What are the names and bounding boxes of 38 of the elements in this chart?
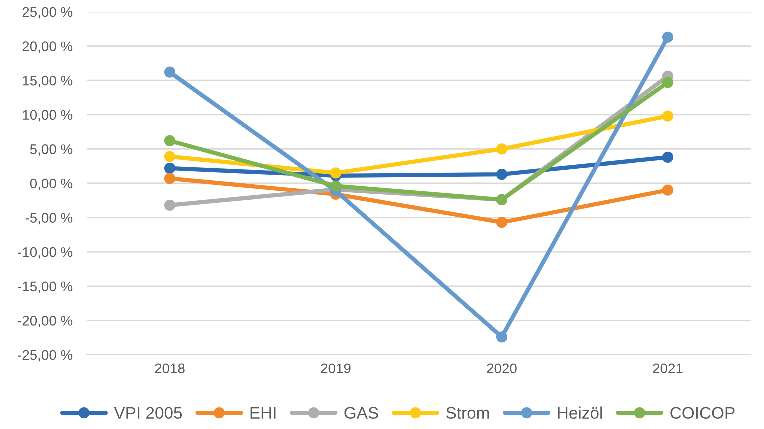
legend-label: Heizöl: [558, 406, 602, 420]
point: [164, 66, 176, 78]
y-tick-label: 5,00 %: [30, 144, 73, 156]
y-tick-label: -20,00 %: [18, 316, 73, 328]
point: [496, 217, 508, 228]
y-tick-label: 0,00 %: [30, 178, 73, 190]
x-tick-label: 2019: [321, 364, 351, 374]
y-tick-label: 10,00 %: [23, 110, 73, 122]
point: [662, 77, 674, 88]
x-tick-label: 2020: [487, 364, 517, 374]
point: [164, 151, 176, 162]
y-tick-label: -15,00 %: [18, 282, 73, 294]
point: [662, 32, 674, 43]
point: [330, 180, 342, 192]
legend-label: GAS: [344, 407, 378, 420]
point: [496, 144, 508, 155]
y-tick-label: -10,00 %: [18, 247, 73, 259]
point: [164, 135, 176, 147]
point: [662, 110, 674, 122]
y-tick-label: 20,00 %: [22, 42, 73, 54]
legend-label: COICOP: [670, 407, 735, 420]
point: [662, 184, 674, 196]
y-tick-label: -5,00 %: [26, 213, 73, 225]
point: [164, 162, 176, 174]
y-tick-label: 25,00 %: [22, 7, 73, 19]
point: [330, 168, 342, 179]
point: [164, 173, 176, 184]
point: [496, 332, 508, 343]
legend-label: VPI 2005: [114, 407, 182, 420]
point: [164, 200, 176, 212]
y-tick-label: 15,00 %: [23, 76, 73, 88]
x-tick-label: 2018: [155, 364, 185, 374]
point: [496, 169, 508, 180]
legend-label: EHI: [250, 407, 276, 419]
y-tick-label: -25,00 %: [18, 350, 73, 362]
x-tick-label: 2021: [653, 364, 683, 374]
point: [662, 152, 674, 163]
legend-label: Strom: [446, 407, 490, 420]
